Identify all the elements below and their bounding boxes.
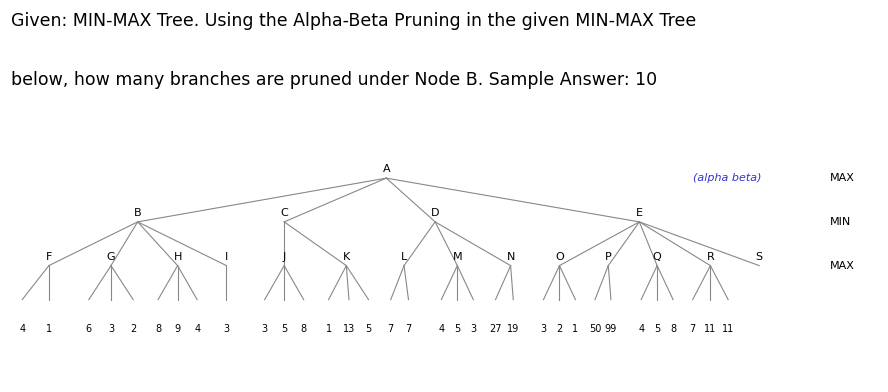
Text: J: J bbox=[282, 252, 286, 262]
Text: H: H bbox=[173, 252, 182, 262]
Text: 9: 9 bbox=[175, 324, 180, 334]
Text: 1: 1 bbox=[46, 324, 52, 334]
Text: G: G bbox=[107, 252, 115, 262]
Text: 19: 19 bbox=[507, 324, 519, 334]
Text: MAX: MAX bbox=[830, 261, 855, 270]
Text: MIN: MIN bbox=[830, 217, 852, 227]
Text: L: L bbox=[400, 252, 408, 262]
Text: 2: 2 bbox=[130, 324, 137, 334]
Text: 50: 50 bbox=[589, 324, 601, 334]
Text: 5: 5 bbox=[654, 324, 661, 334]
Text: 8: 8 bbox=[301, 324, 306, 334]
Text: E: E bbox=[636, 208, 643, 218]
Text: 11: 11 bbox=[704, 324, 717, 334]
Text: 7: 7 bbox=[405, 324, 412, 334]
Text: 3: 3 bbox=[541, 324, 546, 334]
Text: 27: 27 bbox=[489, 324, 502, 334]
Text: 3: 3 bbox=[262, 324, 267, 334]
Text: C: C bbox=[281, 208, 288, 218]
Text: 11: 11 bbox=[722, 324, 734, 334]
Text: 5: 5 bbox=[365, 324, 372, 334]
Text: 99: 99 bbox=[605, 324, 617, 334]
Text: P: P bbox=[605, 252, 612, 262]
Text: I: I bbox=[225, 252, 228, 262]
Text: Given: MIN-MAX Tree. Using the Alpha-Beta Pruning in the given MIN-MAX Tree: Given: MIN-MAX Tree. Using the Alpha-Bet… bbox=[11, 12, 696, 30]
Text: 1: 1 bbox=[326, 324, 331, 334]
Text: B: B bbox=[134, 208, 141, 218]
Text: 13: 13 bbox=[343, 324, 355, 334]
Text: D: D bbox=[431, 208, 440, 218]
Text: below, how many branches are pruned under Node B. Sample Answer: 10: below, how many branches are pruned unde… bbox=[11, 71, 657, 89]
Text: 3: 3 bbox=[471, 324, 476, 334]
Text: S: S bbox=[756, 252, 763, 262]
Text: 4: 4 bbox=[638, 324, 644, 334]
Text: R: R bbox=[707, 252, 714, 262]
Text: 3: 3 bbox=[224, 324, 229, 334]
Text: 4: 4 bbox=[20, 324, 25, 334]
Text: 4: 4 bbox=[194, 324, 200, 334]
Text: N: N bbox=[506, 252, 515, 262]
Text: 7: 7 bbox=[387, 324, 394, 334]
Text: (alpha beta): (alpha beta) bbox=[693, 173, 761, 183]
Text: 1: 1 bbox=[573, 324, 578, 334]
Text: 8: 8 bbox=[670, 324, 676, 334]
Text: 5: 5 bbox=[281, 324, 288, 334]
Text: O: O bbox=[555, 252, 564, 262]
Text: 6: 6 bbox=[86, 324, 91, 334]
Text: K: K bbox=[343, 252, 350, 262]
Text: 2: 2 bbox=[556, 324, 563, 334]
Text: Q: Q bbox=[653, 252, 662, 262]
Text: A: A bbox=[383, 165, 390, 174]
Text: 4: 4 bbox=[439, 324, 444, 334]
Text: M: M bbox=[453, 252, 462, 262]
Text: 3: 3 bbox=[108, 324, 114, 334]
Text: 8: 8 bbox=[155, 324, 161, 334]
Text: MAX: MAX bbox=[830, 173, 855, 183]
Text: F: F bbox=[45, 252, 52, 262]
Text: 5: 5 bbox=[454, 324, 461, 334]
Text: 7: 7 bbox=[689, 324, 696, 334]
